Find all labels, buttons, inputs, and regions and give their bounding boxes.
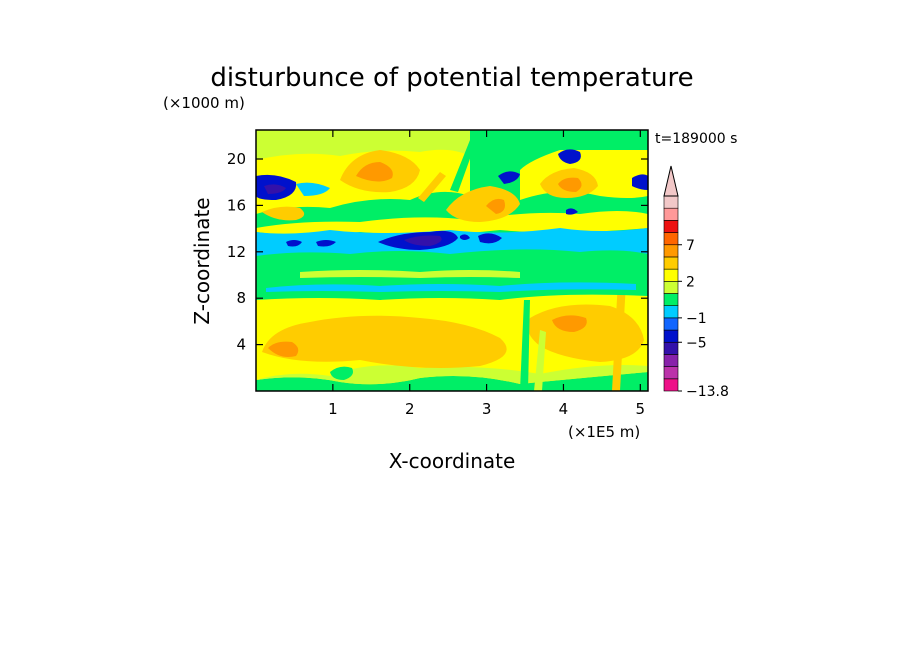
- field-warm-lower-core: [268, 341, 299, 357]
- field-patch-lower: [330, 366, 353, 380]
- field-cold-spot-5: [566, 208, 578, 215]
- field-upper-streak-1: [450, 140, 476, 192]
- field-warm-right-core: [558, 177, 582, 192]
- colorbar-label: −1: [686, 311, 707, 327]
- colorbar-label: 2: [686, 274, 695, 290]
- field-cold-spot-3: [478, 233, 502, 244]
- field-cold-spot-2: [316, 240, 336, 247]
- colorbar-level: [663, 232, 679, 246]
- colorbar-level: [663, 293, 679, 306]
- field-band-low-green: [256, 372, 648, 391]
- field-warm-center-core: [486, 198, 505, 214]
- time-label: t=189000 s: [655, 131, 737, 147]
- field-warm-lower: [262, 315, 507, 368]
- colorbar-extend-triangle: [663, 165, 679, 197]
- field-cold-spot-1: [286, 240, 302, 247]
- y-tick-label: 4: [236, 336, 246, 354]
- x-tick-label: 2: [405, 400, 415, 418]
- colorbar-label: 7: [686, 238, 695, 254]
- colorbar-level: [663, 378, 679, 392]
- colorbar-level: [663, 256, 679, 270]
- colorbar-level: [663, 329, 679, 343]
- colorbar-level: [663, 366, 679, 380]
- colorbar-level: [663, 354, 679, 367]
- colorbar-level: [663, 207, 679, 221]
- colorbar-label: −5: [686, 335, 707, 351]
- y-unit-label: (×1000 m): [163, 94, 245, 112]
- colorbar-level: [663, 341, 679, 355]
- field-warm-band-left: [262, 206, 305, 221]
- colorbar-level: [663, 195, 679, 209]
- field-cold-upper-mid: [498, 171, 520, 184]
- chart-title: disturbunce of potential temperature: [210, 63, 693, 93]
- x-tick-label: 4: [559, 400, 569, 418]
- colorbar-level: [663, 244, 679, 258]
- field-cold-right-edge: [632, 174, 648, 190]
- field-cold-left-cyan: [296, 182, 330, 196]
- field-plume-2: [534, 330, 546, 391]
- x-tick-label: 3: [482, 400, 492, 418]
- field-warm-center: [446, 186, 520, 222]
- colorbar-level: [663, 281, 679, 294]
- field-upper-yellowgreen: [256, 130, 470, 160]
- y-tick-label: 8: [236, 289, 246, 307]
- field-cold-top-right: [558, 149, 581, 164]
- colorbar-level: [663, 220, 679, 233]
- colorbar-level: [663, 268, 679, 282]
- field-upper-streak-2: [480, 134, 502, 164]
- x-tick-label: 5: [636, 400, 646, 418]
- y-tick-label: 16: [227, 196, 246, 214]
- x-unit-label: (×1E5 m): [568, 423, 640, 441]
- field-band-mid-yellowgreen: [300, 270, 520, 278]
- field-plume-3: [612, 280, 626, 391]
- y-axis-label: Z-coordinate: [190, 197, 214, 324]
- x-axis-label: X-coordinate: [389, 449, 516, 473]
- field-warm-lower-right-core: [552, 315, 587, 332]
- y-axis-ticks: 4 8 12 16 20: [227, 150, 648, 354]
- plot-frame: [255, 129, 649, 392]
- colorbar-level: [663, 317, 679, 331]
- x-axis-ticks: 1 2 3 4 5: [328, 130, 645, 418]
- field-band-low-yellowgreen: [256, 365, 648, 385]
- contour-field: [256, 130, 648, 391]
- field-plume-1: [520, 300, 530, 391]
- colorbar-level: [663, 305, 679, 319]
- field-upper-warm-left-core: [356, 162, 393, 182]
- field-cold-left-dark: [264, 184, 286, 194]
- colorbar-label: −13.8: [686, 384, 729, 400]
- colorbar: 7 2 −1 −5 −13.8: [663, 165, 729, 400]
- field-band-mid-cyan-thin: [266, 282, 636, 292]
- y-tick-label: 20: [227, 150, 246, 168]
- field-cold-core-center-dark: [404, 235, 442, 246]
- x-tick-label: 1: [328, 400, 338, 418]
- field-upper-streak-3: [418, 172, 446, 202]
- field-cold-spot-4: [460, 234, 470, 240]
- y-tick-label: 12: [227, 243, 246, 261]
